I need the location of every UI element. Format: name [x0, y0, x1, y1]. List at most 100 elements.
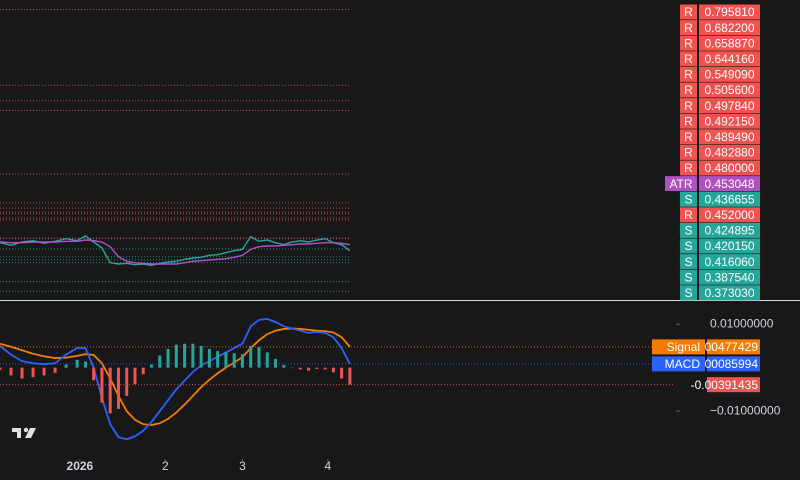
histogram-bar — [207, 348, 211, 368]
level-value: 0.492150 — [704, 114, 754, 128]
histogram-bar — [53, 367, 57, 373]
level-value: 0.795810 — [704, 5, 754, 19]
level-tag-box — [680, 113, 697, 129]
level-value-box — [699, 176, 760, 192]
series-name: Signal — [667, 340, 700, 354]
histogram-bar — [240, 354, 244, 368]
level-tag: R — [684, 5, 693, 19]
histogram-bar — [20, 367, 24, 379]
level-value-box — [699, 4, 760, 20]
level-tag: R — [684, 36, 693, 50]
histogram-bar — [274, 358, 278, 368]
level-value: 0.373030 — [704, 286, 754, 300]
level-tag: R — [684, 21, 693, 35]
histogram-bar — [191, 343, 195, 368]
histogram-bar — [315, 367, 319, 369]
level-tag-box — [680, 160, 697, 176]
histogram-bar — [0, 367, 2, 370]
logo — [12, 427, 36, 438]
level-value: 0.682200 — [704, 21, 754, 35]
level-tag-box — [680, 51, 697, 67]
histogram-bar — [9, 367, 13, 376]
level-tag-box — [680, 82, 697, 98]
last-value: 0.00085994 — [695, 357, 759, 371]
level-tag: S — [684, 286, 692, 300]
level-tag-box — [680, 269, 697, 285]
level-tag-box — [680, 98, 697, 114]
level-value: 0.549090 — [704, 68, 754, 82]
level-value: 0.416060 — [704, 255, 754, 269]
level-tag: S — [684, 192, 692, 206]
level-tag: S — [684, 224, 692, 238]
level-value-box — [699, 35, 760, 51]
value-box — [707, 377, 760, 393]
level-tag: S — [684, 239, 692, 253]
level-tag: S — [684, 270, 692, 284]
histogram-bar — [290, 367, 294, 369]
histogram-bar — [31, 367, 35, 378]
level-tag: R — [684, 114, 693, 128]
level-tag-box — [680, 238, 697, 254]
histogram-bar — [348, 367, 352, 385]
last-value: -0.00391435 — [691, 378, 759, 392]
histogram-bar — [257, 347, 261, 368]
histogram-bar — [158, 355, 162, 368]
histogram-bar — [64, 364, 68, 368]
level-tag-box — [680, 35, 697, 51]
histogram-bar — [92, 367, 96, 381]
series-name: MACD — [665, 357, 701, 371]
level-value: 0.420150 — [704, 239, 754, 253]
level-tag-box — [680, 207, 697, 223]
level-tag: ATR — [669, 177, 692, 191]
histogram-bar — [331, 367, 335, 373]
level-tag-box — [680, 4, 697, 20]
level-value-box — [699, 113, 760, 129]
level-value-box — [699, 207, 760, 223]
histogram-bar — [108, 367, 112, 414]
histogram-bar — [340, 367, 344, 379]
histogram-bar — [83, 361, 87, 368]
histogram-bar — [166, 348, 170, 368]
level-tag-box — [680, 191, 697, 207]
level-value: 0.452000 — [704, 208, 754, 222]
level-value: 0.480000 — [704, 161, 754, 175]
histogram-bar — [282, 365, 286, 368]
name-box — [652, 356, 705, 372]
histogram-bar — [174, 344, 178, 368]
histogram-bar — [265, 352, 269, 368]
level-value-box — [699, 20, 760, 36]
level-value-box — [699, 129, 760, 145]
histogram-bar — [116, 367, 120, 409]
level-value-box — [699, 160, 760, 176]
level-value-box — [699, 82, 760, 98]
level-value-box — [699, 144, 760, 160]
logo-part — [17, 428, 21, 438]
level-value-box — [699, 238, 760, 254]
name-box — [652, 339, 705, 355]
level-value: 0.658870 — [704, 36, 754, 50]
last-value: 0.00477429 — [695, 340, 759, 354]
histogram-bar — [133, 367, 137, 385]
level-tag-box — [680, 222, 697, 238]
x-tick-label: 2026 — [67, 459, 94, 473]
histogram-bar — [150, 364, 154, 368]
x-tick-label: 4 — [325, 459, 332, 473]
level-value: 0.387540 — [704, 270, 754, 284]
price-line — [0, 239, 351, 265]
level-tag-box — [680, 254, 697, 270]
level-tag: R — [684, 130, 693, 144]
logo-part — [25, 428, 36, 438]
value-box — [707, 356, 760, 372]
level-tag: R — [684, 83, 693, 97]
level-tag-box — [665, 176, 697, 192]
level-value: 0.424895 — [704, 224, 754, 238]
level-tag-box — [680, 20, 697, 36]
level-tag-box — [680, 129, 697, 145]
level-tag-box — [680, 144, 697, 160]
level-tag-box — [680, 285, 697, 301]
histogram-bar — [298, 367, 302, 370]
histogram-bar — [42, 367, 46, 376]
level-tag-box — [680, 66, 697, 82]
price-line — [0, 235, 351, 267]
